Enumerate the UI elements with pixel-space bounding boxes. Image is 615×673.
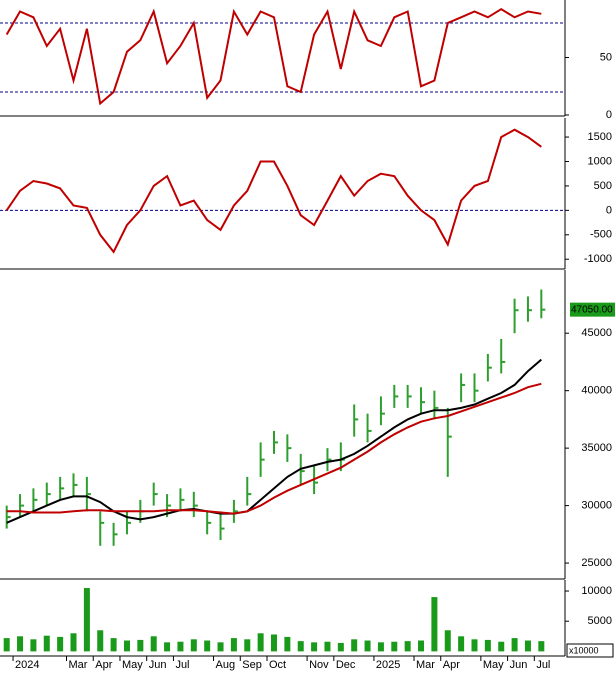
x-tick-label: Mar [416,659,435,671]
series-line [6,382,542,515]
volume-bar [364,640,371,652]
volume-bar [17,636,24,652]
volume-bar [311,642,318,652]
y-tick-label: 10000 [581,585,612,597]
volume-bar [484,639,491,652]
volume-bar [351,639,358,652]
unit-label: x10000 [569,645,599,655]
volume-bar [418,640,425,652]
volume-bar [257,633,264,652]
x-tick-label: 2025 [376,659,400,671]
volume-bar [538,641,545,652]
x-tick-label: Aug [216,659,236,671]
y-tick-label: 40000 [581,385,612,397]
x-tick-label: Apr [95,659,112,671]
y-tick-label: -500 [590,229,612,241]
volume-bar [511,638,518,652]
x-tick-label: Nov [309,659,329,671]
volume-bar [190,639,197,652]
volume-bar [458,636,465,652]
volume-bar [230,638,237,652]
volume-bar [324,641,331,652]
y-tick-label: 0 [606,109,612,121]
y-tick-label: -1000 [584,253,612,265]
x-tick-label: Apr [443,659,460,671]
y-tick-label: 0 [606,204,612,216]
y-tick-label: 35000 [581,442,612,454]
x-tick-label: Mar [69,659,88,671]
y-tick-label: 25000 [581,557,612,569]
volume-bar [150,636,157,652]
x-tick-label: Sep [242,659,262,671]
volume-bar [271,634,277,652]
volume-bar [204,640,211,652]
volume-bar [97,630,104,652]
series-line [6,358,542,524]
y-tick-label: 50 [600,51,612,63]
volume-bar [498,641,505,652]
y-tick-label: 1500 [588,131,612,143]
volume-bar [391,641,398,652]
last-price-label: 47050.00 [571,304,613,315]
volume-bar [43,635,50,652]
volume-bar [337,642,344,652]
volume-bar [377,642,384,652]
volume-bar [3,638,10,652]
y-tick-label: 500 [594,180,612,192]
unit-box [566,643,614,658]
volume-bar [70,633,77,652]
volume-bar [57,636,64,652]
volume-bar [123,640,130,652]
x-tick-label: 2024 [15,659,39,671]
y-tick-label: 5000 [588,615,612,627]
x-tick-label: Jun [149,659,167,671]
volume-bar [431,597,438,652]
x-tick-label: Oct [269,659,286,671]
volume-bar [164,642,171,652]
y-tick-label: 1000 [588,155,612,167]
volume-bar [297,641,304,652]
volume-bar [471,639,478,652]
volume-bar [524,640,531,652]
x-tick-label: Dec [336,659,356,671]
volume-bar [177,641,184,652]
last-price-box [570,302,615,317]
x-tick-label: Jun [510,659,528,671]
volume-bar [137,639,144,652]
series-line [5,8,542,106]
x-tick-label: Jul [175,659,189,671]
x-tick-label: May [483,659,504,671]
y-tick-label: 45000 [581,327,612,339]
volume-bar [110,638,117,652]
x-tick-label: May [122,659,143,671]
volume-bar [444,630,451,652]
y-tick-label: 30000 [581,500,612,512]
volume-bar [83,588,90,652]
series-line [5,128,542,254]
volume-bar [30,639,37,652]
volume-bar [217,642,224,652]
volume-bar [404,641,411,652]
x-tick-label: Jul [536,659,550,671]
volume-bar [244,639,251,652]
volume-bar [284,636,291,652]
